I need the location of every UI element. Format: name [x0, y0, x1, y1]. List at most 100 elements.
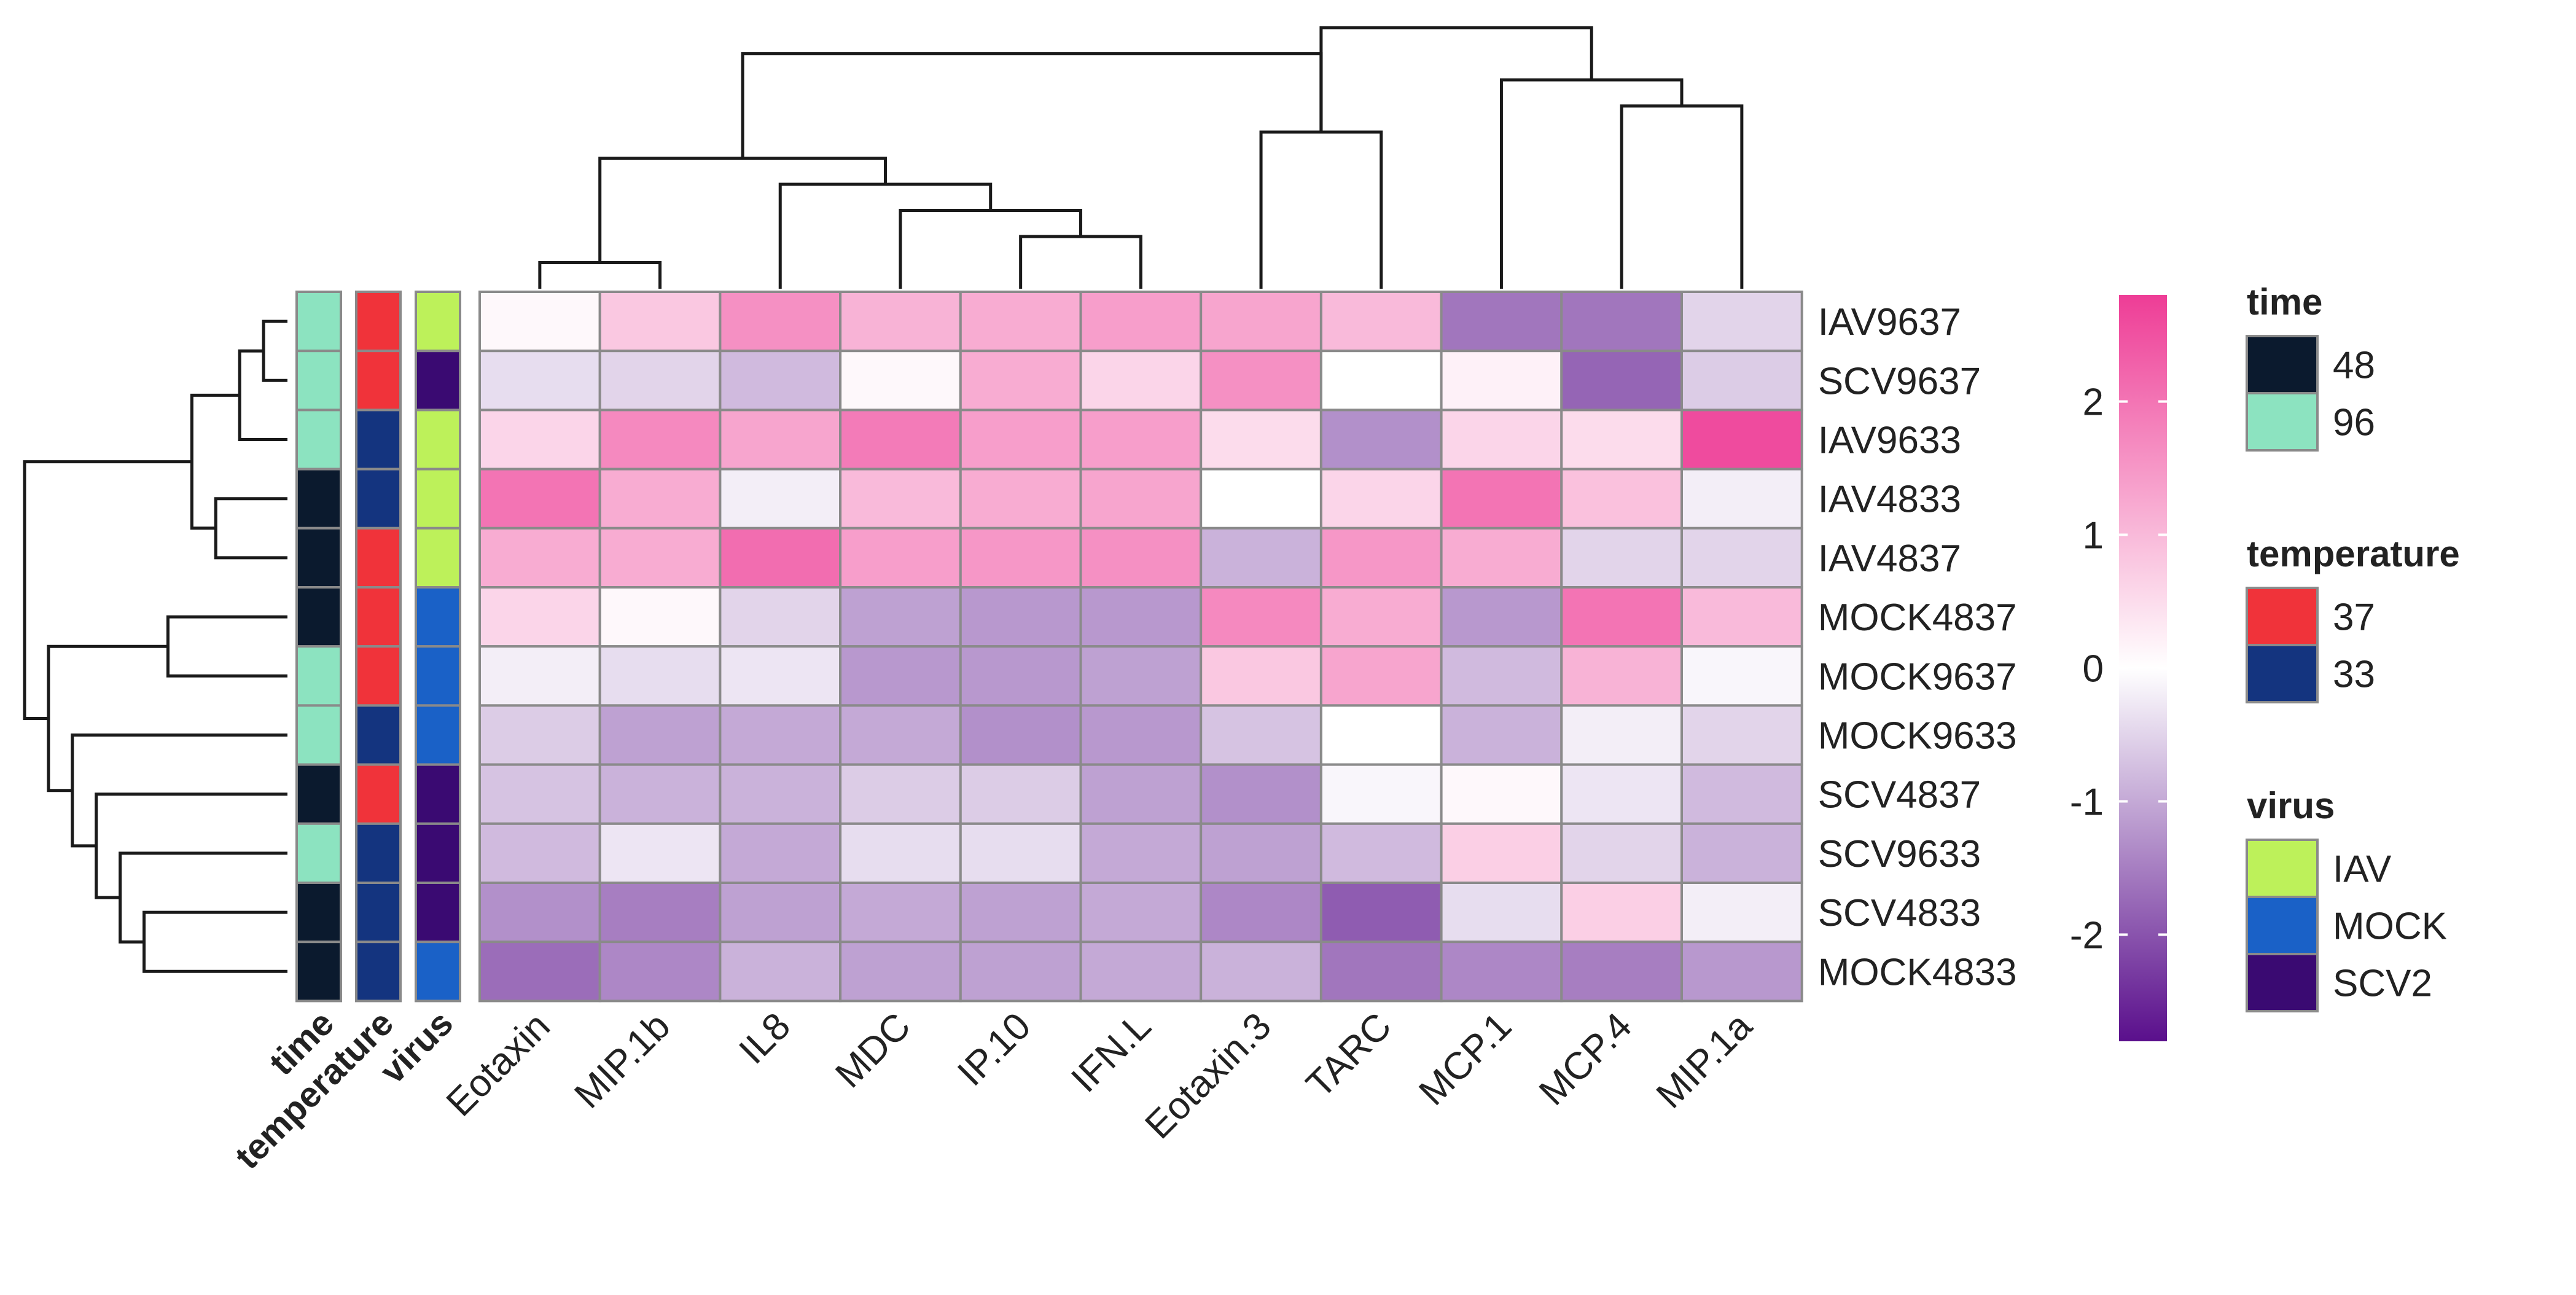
legend-title-virus: virus — [2247, 785, 2335, 826]
cell-mock4837-ifn-l — [1079, 586, 1203, 648]
cell-scv9633-ifn-l — [1079, 822, 1203, 885]
cell-scv4833-ifn-l — [1079, 882, 1203, 944]
cell-scv9633-mdc — [839, 822, 962, 885]
cell-mock9633-mcp-1 — [1440, 704, 1563, 766]
annotation-temperature-scv9637 — [355, 350, 402, 412]
cell-iav4837-mcp-1 — [1440, 526, 1563, 589]
cell-iav4833-mcp-4 — [1560, 468, 1684, 530]
cell-scv4833-mdc — [839, 882, 962, 944]
column-dendrogram-link-1 — [538, 261, 662, 289]
column-dendrogram-link-8 — [1499, 78, 1684, 289]
legend-label-virus-scv2: SCV2 — [2333, 963, 2432, 1005]
cell-scv9633-mcp-4 — [1560, 822, 1684, 885]
cell-scv9633-eotaxin — [478, 822, 601, 885]
column-label-eotaxin: Eotaxin — [439, 1005, 558, 1125]
cell-scv9637-mcp-1 — [1440, 350, 1563, 412]
legend-swatch-time-48 — [2246, 335, 2319, 394]
annotation-time-mock9633 — [295, 704, 342, 766]
colorbar: 2 1 0 -1 -2 — [2070, 295, 2167, 1041]
cell-mock9633-eotaxin — [478, 704, 601, 766]
annotation-temperature-scv4833 — [355, 882, 402, 944]
cell-scv9633-mip-1a — [1680, 822, 1803, 885]
annotation-time-iav9633 — [295, 409, 342, 471]
cell-mock4833-mcp-1 — [1440, 941, 1563, 1003]
annotation-legends: time 48 96 temperature 37 33 virus IAV MOCK SCV2 — [2246, 281, 2460, 1012]
annotation-time-scv4837 — [295, 763, 342, 825]
cell-mock4833-eotaxin — [478, 941, 601, 1003]
cell-iav9633-mcp-4 — [1560, 409, 1684, 471]
row-label-iav9637: IAV9637 — [1818, 301, 1961, 343]
annotation-temperature-mock9633 — [355, 704, 402, 766]
cell-mock4833-mdc — [839, 941, 962, 1003]
row-label-scv9633: SCV9633 — [1818, 833, 1981, 875]
cell-scv4833-mip-1a — [1680, 882, 1803, 944]
cell-mock9637-eotaxin-3 — [1200, 645, 1322, 707]
cell-iav4833-mcp-1 — [1440, 468, 1563, 530]
column-dendrogram-link-7 — [1620, 104, 1744, 289]
cell-mock4833-ip-10 — [959, 941, 1082, 1003]
row-dendrogram — [23, 319, 287, 973]
cell-scv9637-mcp-4 — [1560, 350, 1684, 412]
colorbar-tick-label-1: 1 — [2083, 515, 2104, 557]
cell-iav4837-tarc — [1319, 526, 1443, 589]
column-label-mcp-1: MCP.1 — [1411, 1005, 1520, 1114]
annotation-virus-mock9637 — [415, 645, 461, 707]
cell-mock4837-mip-1b — [598, 586, 722, 648]
legend-swatch-virus-mock — [2246, 896, 2319, 955]
row-dendrogram-link-8 — [95, 792, 287, 899]
annotation-virus-iav9637 — [415, 291, 461, 353]
cell-mock4837-mdc — [839, 586, 962, 648]
annotation-virus-scv4833 — [415, 882, 461, 944]
cell-iav4833-tarc — [1319, 468, 1443, 530]
cell-mock9633-eotaxin-3 — [1200, 704, 1322, 766]
heatmap-cells — [478, 291, 1803, 1003]
cell-iav9637-mcp-1 — [1440, 291, 1563, 353]
cell-scv9637-il8 — [719, 350, 842, 412]
column-label-eotaxin-3: Eotaxin.3 — [1137, 1005, 1279, 1148]
cell-iav4837-eotaxin — [478, 526, 601, 589]
cell-scv9637-tarc — [1319, 350, 1443, 412]
cell-scv4837-eotaxin — [478, 763, 601, 825]
cell-iav9633-mip-1b — [598, 409, 722, 471]
annotation-time-scv4833 — [295, 882, 342, 944]
cell-scv9637-mdc — [839, 350, 962, 412]
cell-scv4833-tarc — [1319, 882, 1443, 944]
cell-iav9633-mdc — [839, 409, 962, 471]
column-dendrogram — [538, 26, 1744, 289]
annotation-virus-scv9637 — [415, 350, 461, 412]
legend-label-time-48: 48 — [2333, 345, 2375, 387]
annotation-time-iav9637 — [295, 291, 342, 353]
cell-iav4837-mip-1a — [1680, 526, 1803, 589]
cell-scv4837-tarc — [1319, 763, 1443, 825]
annotation-temperature-iav4833 — [355, 468, 402, 530]
cell-iav4837-il8 — [719, 526, 842, 589]
colorbar-tick-label--2: -2 — [2070, 914, 2104, 957]
annotation-virus-mock4837 — [415, 586, 461, 648]
column-label-tarc: TARC — [1298, 1005, 1400, 1106]
cell-iav9637-mip-1a — [1680, 291, 1803, 353]
cell-mock9633-mip-1b — [598, 704, 722, 766]
cell-mock4833-tarc — [1319, 941, 1443, 1003]
column-label-mip-1a: MIP.1a — [1649, 1004, 1760, 1116]
annotation-time-mock9637 — [295, 645, 342, 707]
cell-scv4837-mip-1b — [598, 763, 722, 825]
cell-scv4833-eotaxin-3 — [1200, 882, 1322, 944]
cell-scv4837-eotaxin-3 — [1200, 763, 1322, 825]
cell-mock9637-mip-1a — [1680, 645, 1803, 707]
row-label-iav4837: IAV4837 — [1818, 538, 1961, 580]
cell-mock9637-mdc — [839, 645, 962, 707]
annotation-virus-iav9633 — [415, 409, 461, 471]
column-label-ip-10: IP.10 — [950, 1005, 1039, 1095]
legend-swatch-temperature-33 — [2246, 644, 2319, 703]
cell-iav9637-mip-1b — [598, 291, 722, 353]
cell-mock9637-tarc — [1319, 645, 1443, 707]
cell-mock4837-mcp-4 — [1560, 586, 1684, 648]
column-dendrogram-link-3 — [899, 209, 1082, 289]
colorbar-tick-label-2: 2 — [2083, 381, 2104, 424]
column-dendrogram-link-6 — [1259, 130, 1383, 289]
cell-iav9633-ifn-l — [1079, 409, 1203, 471]
column-dendrogram-link-2 — [1019, 235, 1142, 289]
annotation-bars — [295, 291, 461, 1003]
cell-mock9637-ip-10 — [959, 645, 1082, 707]
